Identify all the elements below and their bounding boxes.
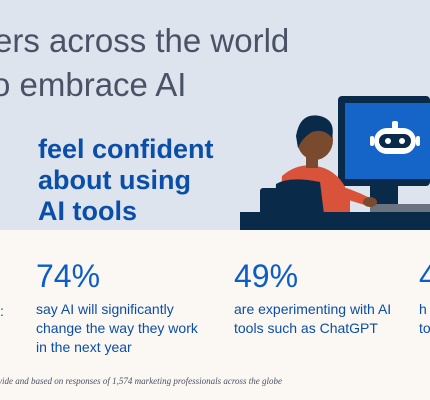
confidence-line-2: about using — [38, 165, 191, 195]
stat-1-value: 74% — [36, 258, 101, 294]
stats-section: : 74% say AI will significantly change t… — [0, 230, 430, 400]
monitor-stand — [370, 184, 398, 204]
confidence-line-3: AI tools — [38, 196, 137, 226]
hero-section: ers across the world o embrace AI feel c… — [0, 0, 430, 230]
headline-line-2: o embrace AI — [0, 66, 187, 103]
stat-2-value: 49% — [234, 258, 299, 294]
stat-1-line-1: say AI will significantly — [36, 301, 174, 317]
chatbot-icon — [370, 121, 420, 154]
stat-1-description: say AI will significantly change the way… — [36, 300, 221, 357]
confidence-statement: feel confident about using AI tools — [38, 134, 228, 227]
stat-1-line-3: in the next year — [36, 339, 132, 355]
headline-line-1: ers across the world — [0, 22, 290, 59]
stat-3-value: 4 — [419, 258, 430, 294]
stat-3-line-2: to — [419, 320, 430, 336]
stat-2-line-1: are experimenting with AI — [234, 301, 392, 317]
stat-1-line-2: change the way they work — [36, 320, 198, 336]
chair — [274, 179, 326, 230]
stat-3: 4 h to — [419, 260, 430, 338]
stat-2: 49% are experimenting with AI tools such… — [234, 260, 409, 338]
stat-1: 74% say AI will significantly change the… — [36, 260, 221, 357]
stat-2-description: are experimenting with AI tools such as … — [234, 300, 409, 338]
person-at-computer-illustration — [240, 96, 430, 230]
stat-3-description: h to — [419, 300, 430, 338]
confidence-line-1: feel confident — [38, 134, 214, 164]
footnote: wide and based on responses of 1,574 mar… — [0, 376, 282, 386]
stat-2-line-2: tools such as ChatGPT — [234, 320, 378, 336]
stat-3-line-1: h — [419, 301, 427, 317]
person — [280, 115, 377, 212]
stat-stub: : — [0, 303, 4, 319]
